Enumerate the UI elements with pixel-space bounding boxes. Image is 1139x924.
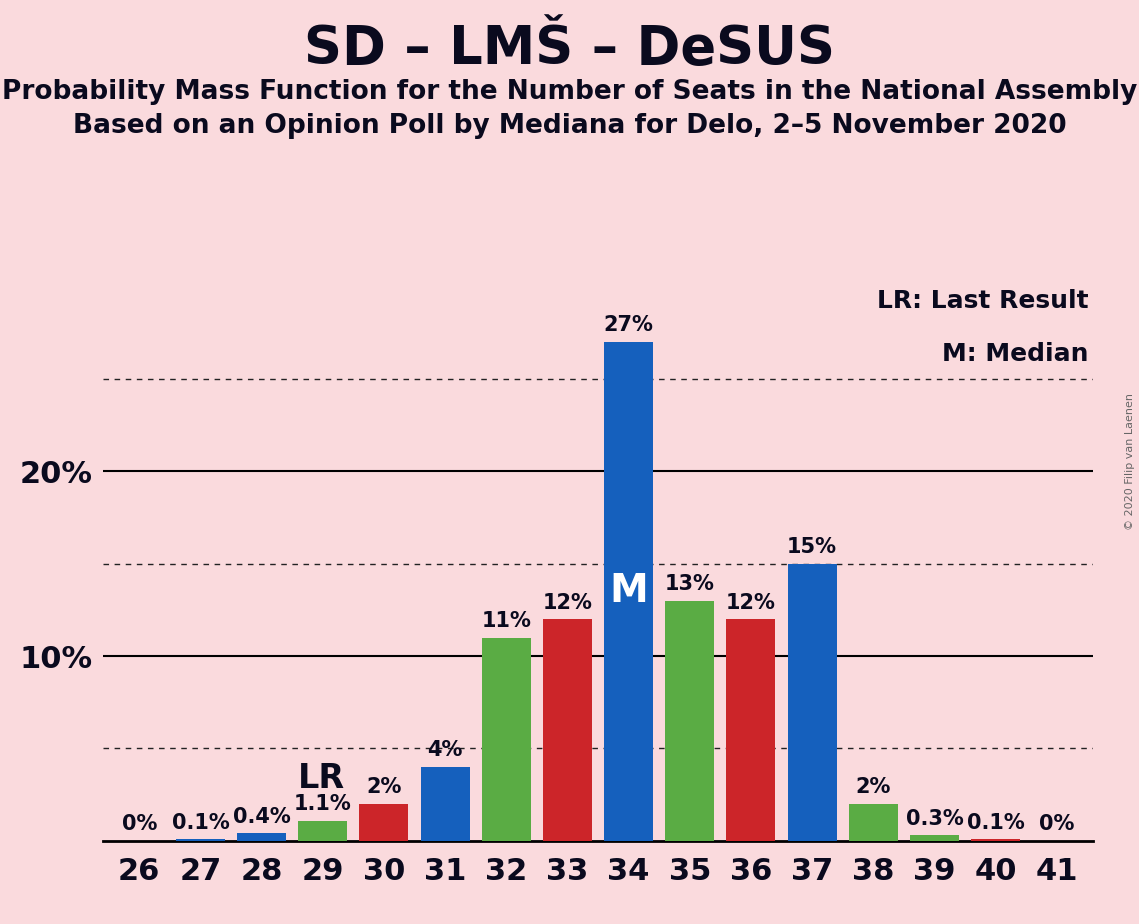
Text: 2%: 2% bbox=[367, 777, 402, 797]
Bar bbox=[665, 601, 714, 841]
Text: © 2020 Filip van Laenen: © 2020 Filip van Laenen bbox=[1125, 394, 1134, 530]
Text: 1.1%: 1.1% bbox=[294, 794, 352, 814]
Bar bbox=[420, 767, 469, 841]
Bar bbox=[972, 839, 1021, 841]
Text: 11%: 11% bbox=[482, 611, 531, 631]
Text: 0%: 0% bbox=[1039, 814, 1074, 834]
Bar bbox=[237, 833, 286, 841]
Bar bbox=[482, 638, 531, 841]
Bar bbox=[604, 342, 653, 841]
Text: Probability Mass Function for the Number of Seats in the National Assembly: Probability Mass Function for the Number… bbox=[2, 79, 1137, 104]
Text: 0.3%: 0.3% bbox=[906, 808, 964, 829]
Bar bbox=[175, 839, 224, 841]
Bar bbox=[910, 835, 959, 841]
Bar bbox=[543, 619, 592, 841]
Text: LR: Last Result: LR: Last Result bbox=[877, 289, 1089, 313]
Bar bbox=[727, 619, 776, 841]
Text: 0%: 0% bbox=[122, 814, 157, 834]
Text: 12%: 12% bbox=[542, 592, 592, 613]
Bar bbox=[360, 804, 409, 841]
Text: 13%: 13% bbox=[665, 574, 714, 594]
Text: 0.1%: 0.1% bbox=[967, 812, 1024, 833]
Bar bbox=[298, 821, 347, 841]
Text: 0.4%: 0.4% bbox=[232, 807, 290, 827]
Text: M: M bbox=[609, 572, 648, 611]
Bar bbox=[849, 804, 898, 841]
Text: 4%: 4% bbox=[427, 740, 462, 760]
Text: 12%: 12% bbox=[726, 592, 776, 613]
Text: 0.1%: 0.1% bbox=[172, 812, 229, 833]
Text: 27%: 27% bbox=[604, 315, 654, 335]
Text: SD – LMŠ – DeSUS: SD – LMŠ – DeSUS bbox=[304, 23, 835, 75]
Text: Based on an Opinion Poll by Mediana for Delo, 2–5 November 2020: Based on an Opinion Poll by Mediana for … bbox=[73, 113, 1066, 139]
Bar bbox=[787, 564, 836, 841]
Text: 15%: 15% bbox=[787, 537, 837, 557]
Text: M: Median: M: Median bbox=[942, 342, 1089, 366]
Text: LR: LR bbox=[298, 761, 345, 795]
Text: 2%: 2% bbox=[855, 777, 891, 797]
